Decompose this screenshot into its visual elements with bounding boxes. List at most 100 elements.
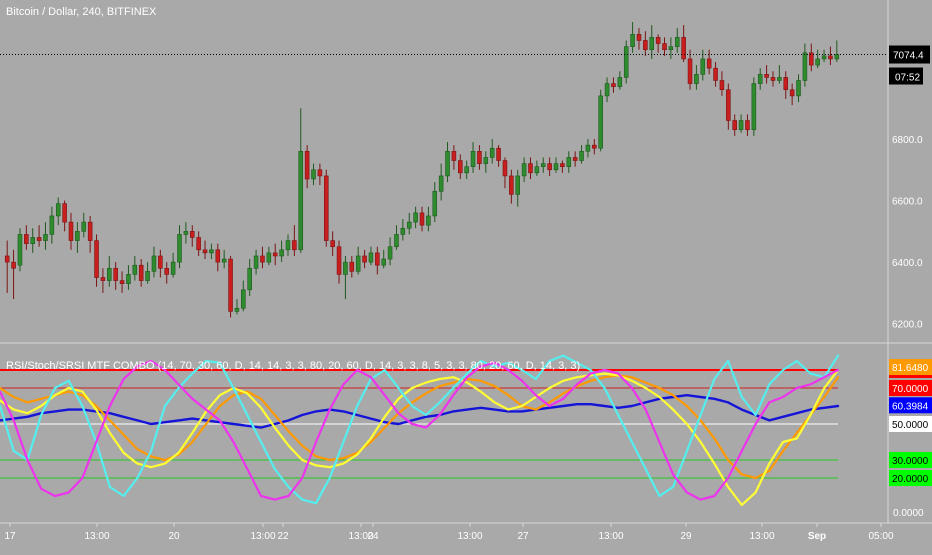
indicator-title: RSI/Stoch/SRSI MTF COMBO (14, 70, 30, 60… — [6, 360, 580, 372]
candle-body — [649, 37, 655, 51]
time-tick-label: 13:00 — [348, 531, 373, 542]
candle-body — [368, 252, 374, 263]
candle-body — [770, 77, 776, 81]
candle-body — [789, 89, 795, 97]
candle-body — [36, 237, 42, 241]
candle-body — [572, 157, 578, 161]
price-tick-label: 6200.0 — [892, 320, 923, 331]
candle-body — [107, 267, 112, 281]
candle-body — [534, 166, 540, 174]
indicator-series-line — [0, 359, 840, 501]
candle-body — [674, 37, 680, 47]
candle-body — [260, 255, 265, 263]
candle-body — [700, 58, 706, 75]
axis-value-box — [889, 397, 932, 414]
candle-body — [738, 120, 744, 131]
axis-value-box — [889, 359, 932, 376]
time-tick-label: 13:00 — [457, 531, 482, 542]
candle-body — [221, 258, 227, 263]
candle-body — [777, 77, 782, 81]
candle-body — [489, 147, 495, 158]
candle-body — [113, 267, 118, 281]
axis-value-label: 50.0000 — [892, 420, 929, 431]
axis-value-label: 70.0000 — [892, 384, 929, 395]
candle-body — [419, 212, 425, 226]
time-tick-label: 13:00 — [749, 531, 774, 542]
candle-body — [68, 221, 74, 241]
candle-body — [757, 74, 763, 84]
time-tick-label: Sep — [808, 531, 826, 542]
candle-body — [502, 160, 508, 177]
candle-body — [796, 80, 801, 97]
candle-body — [132, 264, 138, 275]
candle-body — [62, 203, 67, 223]
time-tick-label: 05:00 — [868, 531, 893, 542]
indicator-series-line — [0, 354, 840, 505]
candle-body — [694, 74, 699, 84]
time-tick-label: 27 — [517, 531, 529, 542]
candle-body — [279, 249, 284, 257]
candle-body — [75, 231, 80, 241]
candle-body — [623, 46, 629, 78]
candle-body — [521, 163, 527, 177]
chart-title: Bitcoin / Dollar, 240, BITFINEX — [6, 6, 157, 18]
candlestick-series — [4, 22, 840, 318]
candle-body — [540, 163, 546, 167]
candle-body — [553, 163, 559, 171]
candle-body — [253, 255, 259, 269]
candle-body — [611, 83, 616, 87]
axis-value-box — [889, 416, 932, 432]
time-tick-label: 20 — [168, 531, 180, 542]
candle-body — [719, 80, 725, 91]
candle-body — [196, 237, 201, 251]
candle-body — [394, 234, 399, 248]
candle-body — [189, 231, 195, 238]
last-price-box — [889, 45, 930, 64]
candle-body — [668, 46, 674, 51]
indicator-tick-label: 0.0000 — [893, 508, 924, 519]
candle-body — [496, 147, 501, 161]
candle-body — [158, 255, 163, 269]
candle-body — [579, 150, 584, 161]
candle-body — [234, 307, 240, 312]
candle-body — [636, 34, 642, 41]
candle-body — [566, 157, 572, 167]
candle-body — [24, 234, 29, 244]
candle-body — [834, 54, 840, 60]
candle-body — [247, 267, 252, 291]
time-tick-label: 13:00 — [250, 531, 275, 542]
candle-body — [323, 175, 329, 241]
candle-body — [317, 169, 323, 177]
candle-body — [547, 163, 552, 171]
candle-body — [509, 175, 514, 195]
candle-body — [362, 255, 367, 263]
indicator-axis-labels: 80.000070.000050.000030.000020.000081.64… — [889, 359, 932, 519]
candle-body — [592, 144, 597, 149]
candle-body — [445, 150, 450, 177]
candle-body — [336, 246, 342, 275]
candle-body — [470, 150, 476, 167]
last-price-marker: 7074.4 07:52 — [0, 45, 930, 85]
candle-body — [821, 55, 827, 60]
candle-body — [126, 274, 131, 284]
candle-body — [266, 252, 272, 263]
candle-body — [387, 246, 393, 260]
candle-body — [764, 74, 769, 78]
candle-body — [298, 150, 304, 251]
candle-body — [706, 58, 712, 69]
countdown-label: 07:52 — [895, 73, 920, 84]
candle-body — [164, 267, 170, 275]
time-tick-label: 17 — [4, 531, 16, 542]
candle-body — [17, 234, 23, 266]
candle-body — [432, 191, 438, 217]
candle-body — [349, 261, 355, 272]
candle-body — [272, 252, 278, 257]
price-axis-ticks: 6200.0 6400.0 6600.0 6800.0 — [892, 135, 923, 331]
time-tick-label: 22 — [277, 531, 289, 542]
candle-body — [438, 175, 444, 192]
candle-body — [783, 77, 789, 91]
candle-body — [11, 261, 16, 269]
candle-body — [828, 55, 833, 60]
candle-body — [483, 157, 489, 164]
